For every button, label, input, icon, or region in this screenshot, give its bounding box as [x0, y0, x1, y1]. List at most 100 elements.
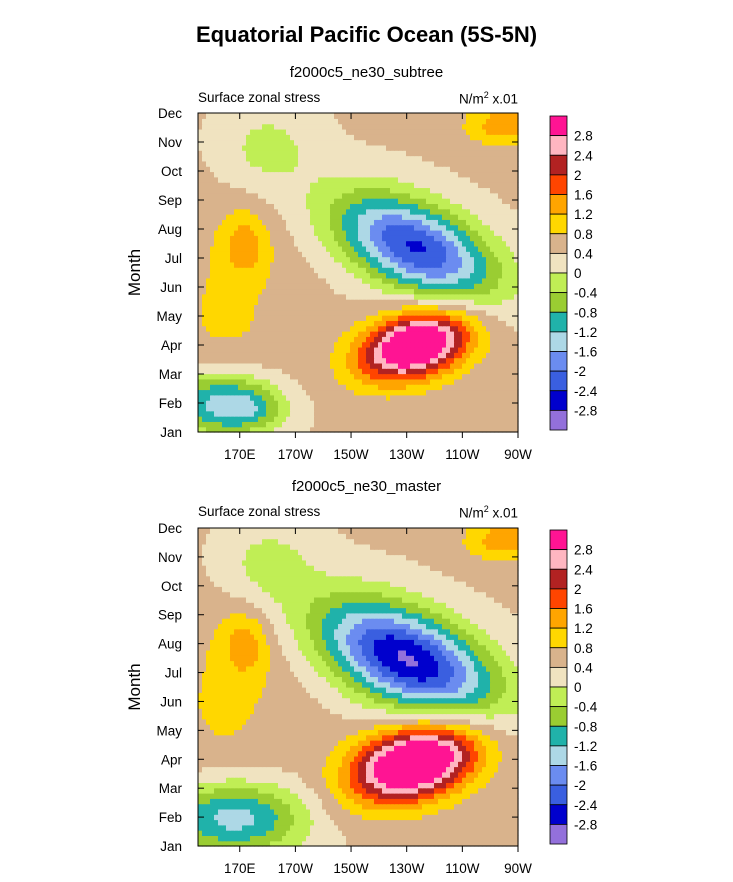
chart-panel-subtree: f2000c5_ne30_subtree Surface zonal stres… — [198, 64, 518, 107]
colorbar-box — [549, 725, 568, 747]
y-tick-label: May — [156, 309, 182, 324]
colorbar-box — [549, 272, 568, 294]
y-axis: Jan Feb Mar Apr May Jun Jul Aug Sep Oct Nov Dec — [156, 521, 518, 854]
x-tick-label: 150W — [333, 447, 369, 462]
colorbar-box — [549, 666, 568, 688]
variable-label: Surface zonal stress — [198, 90, 321, 105]
y-tick-label: Mar — [159, 367, 183, 382]
colorbar-label: -2.4 — [574, 798, 598, 813]
x-tick-label: 90W — [504, 447, 532, 462]
units-label: N/m2 x.01 — [458, 504, 518, 521]
colorbar-box — [549, 154, 568, 176]
y-tick-label: Nov — [158, 550, 182, 565]
colorbar-label: -1.6 — [574, 759, 597, 774]
figure-title: Equatorial Pacific Ocean (5S-5N) — [195, 22, 538, 47]
contour-plot — [198, 113, 519, 433]
colorbar-label: 0 — [574, 266, 582, 281]
colorbar-box — [549, 292, 568, 313]
y-axis-label: Month — [125, 249, 144, 296]
colorbar-label: 0.4 — [574, 660, 593, 675]
colorbar-box — [549, 252, 568, 274]
colorbar-box — [549, 627, 568, 649]
colorbar-label: 2.4 — [574, 562, 593, 577]
colorbar-label: -1.6 — [574, 345, 597, 360]
colorbar-label: 0.8 — [574, 227, 593, 242]
x-tick-label: 150W — [333, 861, 369, 876]
colorbar-label: -2.8 — [574, 817, 597, 832]
colorbar-box — [549, 370, 568, 392]
colorbar-label: 1.2 — [574, 621, 593, 636]
colorbar-box — [549, 529, 568, 551]
y-tick-label: Aug — [158, 222, 182, 237]
colorbar-box — [549, 213, 568, 235]
units-label: N/m2 x.01 — [458, 90, 518, 107]
y-tick-label: Dec — [158, 106, 182, 121]
y-tick-label: Jan — [160, 839, 182, 854]
colorbar-label: -2 — [574, 778, 586, 793]
panel-title: f2000c5_ne30_master — [291, 478, 442, 495]
colorbar-box — [549, 588, 568, 609]
y-tick-label: Apr — [161, 752, 183, 767]
colorbar-label: -0.4 — [574, 286, 598, 301]
x-tick-label: 130W — [389, 447, 425, 462]
y-tick-label: Sep — [158, 608, 182, 623]
y-axis-label: Month — [125, 663, 144, 710]
y-tick-label: Jul — [165, 251, 182, 266]
colorbar-box — [549, 686, 568, 708]
colorbar-box — [549, 804, 568, 825]
x-tick-label: 170W — [278, 861, 314, 876]
plot-frame — [197, 527, 519, 847]
colorbar-box — [549, 784, 568, 806]
y-tick-label: Aug — [158, 637, 182, 652]
colorbar-label: 0 — [574, 680, 582, 695]
colorbar-box — [549, 135, 568, 156]
y-tick-label: Feb — [159, 396, 182, 411]
x-tick-label: 130W — [389, 861, 425, 876]
y-tick-label: Jun — [160, 280, 182, 295]
x-tick-label: 110W — [445, 861, 480, 876]
plot-frame — [197, 112, 519, 433]
y-tick-label: Sep — [158, 193, 182, 208]
x-tick-label: 90W — [504, 861, 532, 876]
colorbar-label: -2.4 — [574, 384, 598, 399]
colorbar-label: -1.2 — [574, 739, 597, 754]
colorbar-label: 0.4 — [574, 246, 593, 261]
y-tick-label: Oct — [161, 164, 182, 179]
colorbar-box — [549, 115, 568, 137]
colorbar-box — [549, 549, 568, 570]
colorbar-box — [549, 351, 568, 372]
x-tick-label: 110W — [445, 447, 480, 462]
colorbar: 2.8 2.4 2 1.6 1.2 0.8 0.4 0 -0.4 -0.8 -1.2 -1.6 -2 -2… — [549, 529, 598, 845]
colorbar-label: 1.2 — [574, 207, 593, 222]
panel-title: f2000c5_ne30_subtree — [289, 64, 444, 81]
y-tick-label: Apr — [161, 338, 183, 353]
colorbar-label: 0.8 — [574, 641, 593, 656]
y-tick-label: Jun — [160, 694, 182, 709]
x-tick-label: 170W — [278, 447, 314, 462]
colorbar-label: -2.8 — [574, 403, 597, 418]
y-tick-label: May — [156, 723, 182, 738]
colorbar-label: -0.8 — [574, 719, 597, 734]
y-tick-label: Jul — [165, 666, 182, 681]
colorbar-box — [549, 568, 568, 590]
y-tick-label: Nov — [158, 135, 182, 150]
colorbar-label: 1.6 — [574, 602, 593, 617]
colorbar-label: 2.4 — [574, 148, 593, 163]
colorbar-box — [549, 409, 568, 431]
contour-plot — [198, 528, 519, 847]
colorbar-label: 1.6 — [574, 188, 593, 203]
x-axis: 170E 170W 150W 130W 110W 90W — [224, 528, 532, 876]
colorbar-box — [549, 765, 568, 786]
colorbar-label: -0.4 — [574, 700, 598, 715]
colorbar-box — [549, 647, 568, 668]
colorbar-box — [549, 608, 568, 629]
x-tick-label: 170E — [224, 447, 256, 462]
colorbar-label: -0.8 — [574, 305, 597, 320]
colorbar-box — [549, 706, 568, 727]
colorbar-box — [549, 331, 568, 352]
y-tick-label: Mar — [159, 781, 183, 796]
colorbar-box — [549, 194, 568, 215]
colorbar-label: -2 — [574, 364, 586, 379]
x-axis: 170E 170W 150W 130W 110W 90W — [224, 113, 532, 462]
